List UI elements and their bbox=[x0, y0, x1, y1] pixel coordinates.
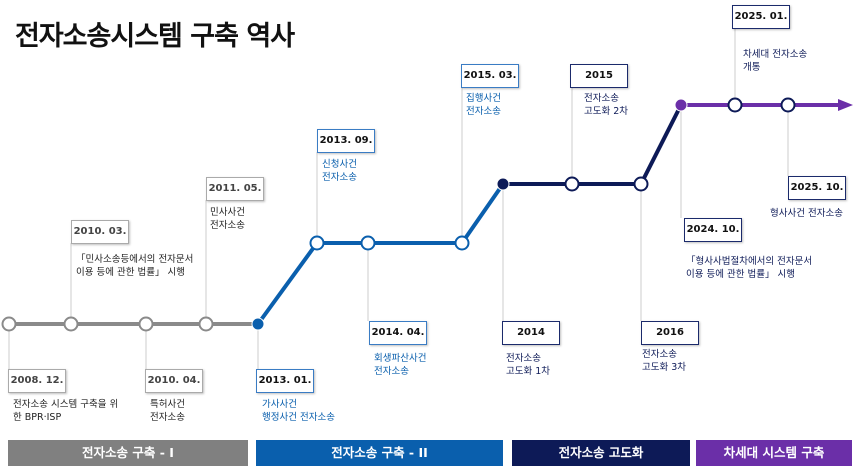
event-date-box: 2014 bbox=[502, 321, 560, 345]
event-description: 가사사건 행정사건 전자소송 bbox=[262, 399, 335, 423]
phase-bar-1: 전자소송 구축 - I bbox=[8, 440, 248, 466]
event-date-box: 2013. 09. bbox=[317, 129, 375, 153]
phase-bar-4: 차세대 시스템 구축 bbox=[696, 440, 852, 466]
timeline-node bbox=[454, 235, 470, 251]
event-date-box: 2025. 01. bbox=[732, 5, 790, 29]
phase-bar-3: 전자소송 고도화 bbox=[512, 440, 690, 466]
timeline-node bbox=[360, 235, 376, 251]
event-date-box: 2010. 04. bbox=[145, 369, 203, 393]
event-date-box: 2015. 03. bbox=[461, 64, 519, 88]
event-description: 전자소송 고도화 3차 bbox=[642, 349, 687, 373]
timeline-node bbox=[251, 317, 265, 331]
timeline-node bbox=[309, 235, 325, 251]
event-description: 전자소송 시스템 구축을 위 한 BPR·ISP bbox=[13, 399, 119, 423]
event-description: 전자소송 고도화 2차 bbox=[584, 93, 629, 117]
event-description: 특허사건 전자소송 bbox=[150, 399, 185, 423]
timeline-node bbox=[633, 176, 649, 192]
event-description: 「민사소송등에서의 전자문서 이용 등에 관한 법률」 시행 bbox=[76, 254, 194, 278]
event-date-box: 2011. 05. bbox=[206, 177, 264, 201]
phase-bar-2: 전자소송 구축 - II bbox=[256, 440, 503, 466]
event-date-box: 2024. 10. bbox=[684, 218, 742, 242]
event-description: 형사사건 전자소송 bbox=[770, 208, 843, 219]
timeline-node bbox=[674, 98, 688, 112]
event-date-box: 2013. 01. bbox=[256, 369, 314, 393]
event-date-box: 2008. 12. bbox=[8, 369, 66, 393]
event-date-box: 2016 bbox=[641, 321, 699, 345]
timeline-node bbox=[727, 97, 743, 113]
event-date-box: 2010. 03. bbox=[71, 220, 129, 244]
timeline-node bbox=[780, 97, 796, 113]
event-description: 「형사사법절차에서의 전자문서 이용 등에 관한 법률」 시행 bbox=[686, 256, 813, 280]
event-description: 신청사건 전자소송 bbox=[322, 159, 357, 183]
event-description: 민사사건 전자소송 bbox=[210, 207, 245, 231]
timeline-node bbox=[564, 176, 580, 192]
event-description: 차세대 전자소송 개통 bbox=[743, 49, 808, 73]
phase2-line bbox=[256, 182, 505, 326]
event-date-box: 2014. 04. bbox=[369, 321, 427, 345]
event-description: 회생파산사건 전자소송 bbox=[374, 353, 427, 377]
page-title: 전자소송시스템 구축 역사 bbox=[15, 21, 295, 52]
event-date-box: 2015 bbox=[570, 64, 628, 88]
timeline-node bbox=[1, 316, 17, 332]
event-date-box: 2025. 10. bbox=[788, 176, 846, 200]
timeline-node bbox=[198, 316, 214, 332]
event-description: 집행사건 전자소송 bbox=[466, 93, 501, 117]
timeline-node bbox=[138, 316, 154, 332]
arrow-head-icon bbox=[838, 99, 853, 111]
timeline-node bbox=[496, 177, 510, 191]
timeline-node bbox=[63, 316, 79, 332]
event-description: 전자소송 고도화 1차 bbox=[506, 353, 551, 377]
